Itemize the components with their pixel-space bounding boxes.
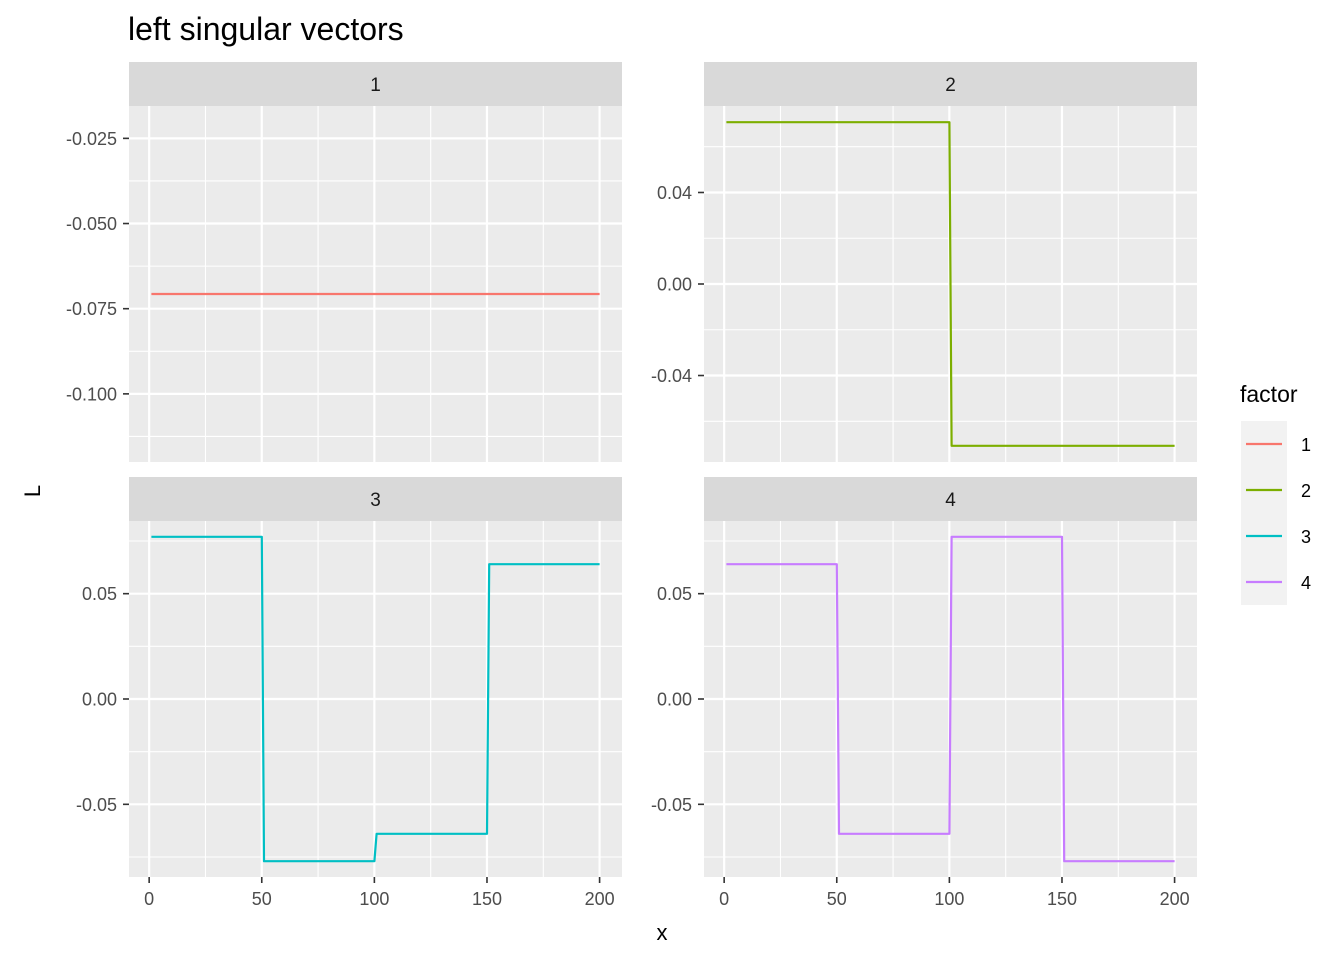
x-tick-label: 100: [934, 889, 964, 909]
y-axis-title: L: [20, 485, 45, 497]
panel-background: [129, 106, 622, 462]
y-tick-label: 0.00: [82, 690, 117, 710]
legend-item-3: 3: [1241, 513, 1311, 559]
y-tick-label: 0.00: [657, 275, 692, 295]
legend-item-4: 4: [1241, 559, 1311, 605]
legend-label: 1: [1301, 435, 1311, 455]
facet-strip-label: 4: [945, 490, 956, 511]
legend-keys: 1 2 3 4: [1241, 421, 1311, 605]
facet-panel-3: 3 0.05 0.00 -0.05 0 50 100 150 200: [76, 477, 622, 909]
y-tick-label: -0.05: [76, 795, 117, 815]
series-line-factor-3: [151, 535, 600, 863]
y-tick-label: 0.04: [657, 183, 692, 203]
facet-panels: 1-0.025-0.050-0.075-0.10020.040.00-0.043…: [66, 62, 1197, 909]
facet-strip-4: [704, 477, 1197, 521]
facet-panel-1: 1 -0.025 -0.050 -0.075 -0.100: [66, 62, 622, 462]
y-tick-label: 0.00: [657, 690, 692, 710]
legend-label: 3: [1301, 527, 1311, 547]
x-tick-label: 200: [585, 889, 615, 909]
legend-item-2: 2: [1241, 467, 1311, 513]
legend-label: 4: [1301, 573, 1311, 593]
x-tick-label: 50: [252, 889, 272, 909]
y-tick-label: 0.05: [657, 584, 692, 604]
series-line-factor-2: [726, 121, 1175, 447]
facet-strip-label: 2: [945, 75, 956, 96]
y-tick-label: -0.050: [66, 214, 117, 234]
y-tick-label: -0.04: [651, 366, 692, 386]
x-tick-label: 200: [1160, 889, 1190, 909]
y-tick-label: -0.075: [66, 299, 117, 319]
y-tick-label: -0.025: [66, 129, 117, 149]
facet-panel-2: 2 0.04 0.00 -0.04: [651, 62, 1197, 462]
legend-item-1: 1: [1241, 421, 1311, 467]
x-tick-label: 150: [1047, 889, 1077, 909]
facet-strip-label: 1: [370, 75, 381, 96]
x-tick-label: 150: [472, 889, 502, 909]
y-tick-label: 0.05: [82, 584, 117, 604]
facet-strip-2: [704, 62, 1197, 106]
facet-panel-4: 4 0.05 0.00 -0.05 0 50 100 150 200: [651, 477, 1197, 909]
series-line-factor-4: [726, 535, 1175, 863]
x-tick-label: 0: [719, 889, 729, 909]
facet-strip-label: 3: [370, 490, 381, 511]
x-tick-label: 100: [359, 889, 389, 909]
legend-label: 2: [1301, 481, 1311, 501]
facet-strip-1: [129, 62, 622, 106]
y-tick-label: -0.05: [651, 795, 692, 815]
facet-strip-3: [129, 477, 622, 521]
x-axis-title: x: [657, 920, 668, 945]
chart-title: left singular vectors: [128, 11, 404, 47]
legend: factor 1 2 3 4: [1240, 381, 1311, 605]
y-tick-label: -0.100: [66, 384, 117, 404]
x-tick-label: 0: [144, 889, 154, 909]
x-tick-label: 50: [827, 889, 847, 909]
legend-title: factor: [1240, 381, 1298, 407]
